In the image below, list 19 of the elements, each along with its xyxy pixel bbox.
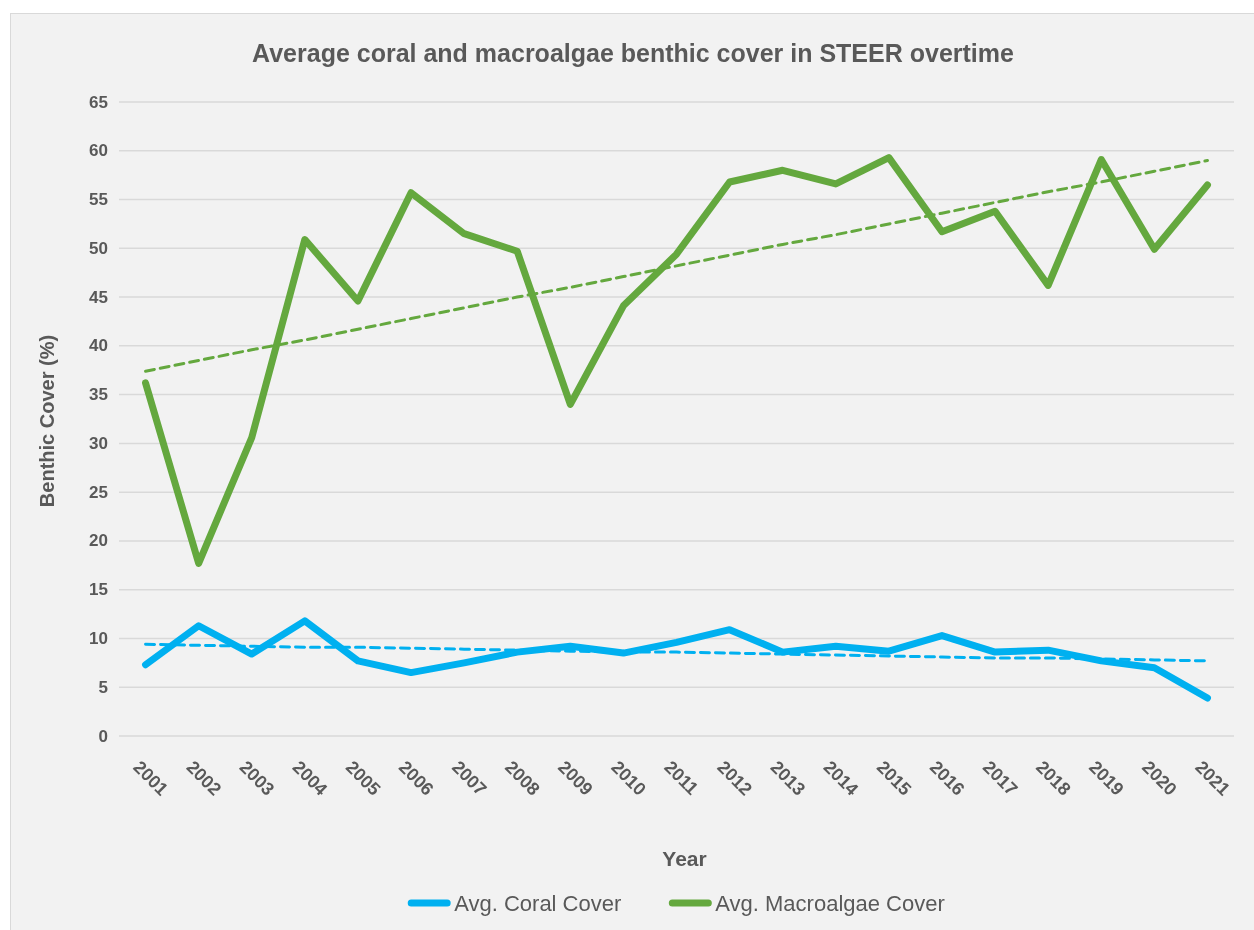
x-axis-title: Year — [662, 846, 707, 870]
y-tick-label: 45 — [89, 287, 108, 307]
chart-title: Average coral and macroalgae benthic cover in STEER overtime — [252, 39, 1015, 67]
y-tick-label: 5 — [98, 677, 108, 697]
y-axis-title: Benthic Cover (%) — [36, 334, 58, 508]
y-tick-label: 0 — [98, 726, 108, 746]
y-tick-label: 55 — [89, 190, 108, 210]
y-tick-label: 20 — [89, 531, 108, 551]
y-tick-label: 15 — [89, 580, 108, 600]
y-tick-label: 50 — [89, 238, 108, 258]
y-tick-label: 25 — [89, 482, 108, 502]
legend-label: Avg. Coral Cover — [454, 890, 622, 916]
y-tick-label: 35 — [89, 385, 108, 405]
y-tick-label: 40 — [89, 336, 108, 356]
legend-label: Avg. Macroalgae Cover — [715, 890, 945, 916]
y-tick-label: 60 — [89, 141, 108, 161]
y-tick-label: 10 — [89, 628, 108, 648]
y-tick-label: 30 — [89, 433, 108, 453]
y-tick-label: 65 — [89, 92, 108, 112]
